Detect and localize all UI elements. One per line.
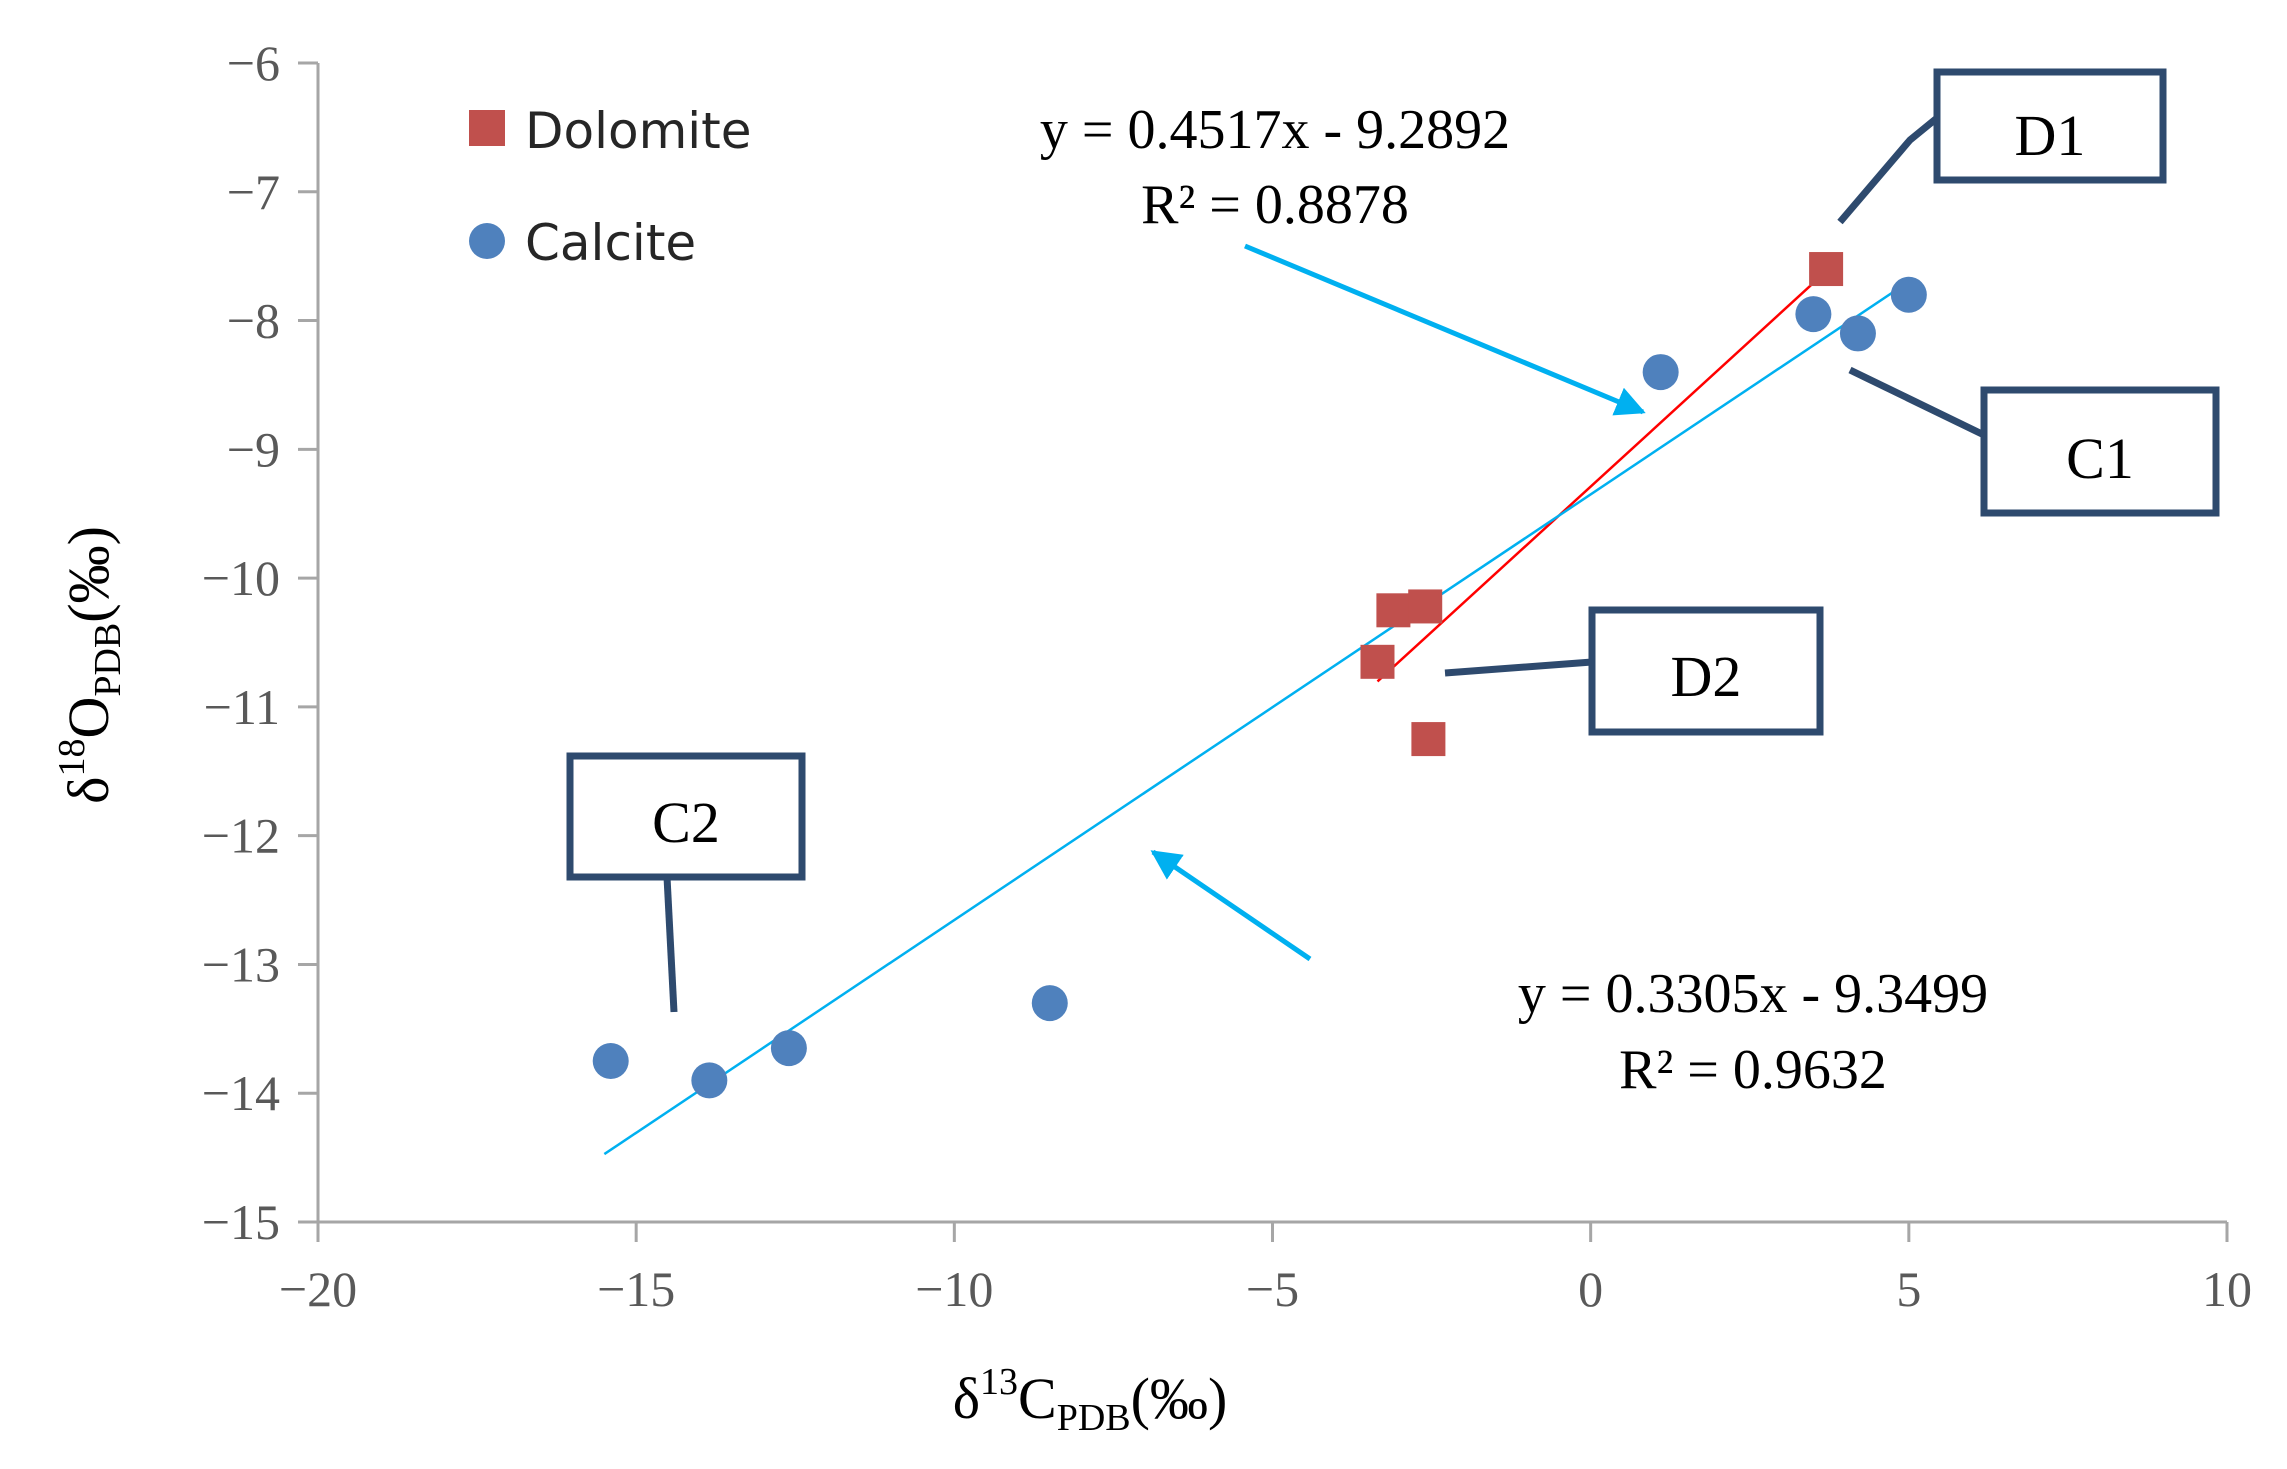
dolomite-equation: y = 0.4517x - 9.2892 R² = 0.8878 <box>1040 99 1510 236</box>
callout-d1: D1 <box>1837 68 2167 225</box>
point-calcite <box>1839 315 1876 352</box>
callout-d2: D2 <box>1444 606 1824 736</box>
trendline-dolomite <box>1376 270 1827 683</box>
point-calcite <box>691 1062 728 1099</box>
y-tick-label: −7 <box>227 164 280 220</box>
dolomite-equation-text: y = 0.4517x - 9.2892 <box>1040 99 1510 161</box>
callout-d2-label: D2 <box>1671 644 1742 709</box>
axes: −15 −14 −13 −12 −11 −10 −9 −8 −7 −6 −20 −15 −10 −5 0 5 1… <box>202 35 2252 1317</box>
callout-c1-box <box>1980 386 2220 517</box>
x-tick-label: −15 <box>597 1261 675 1317</box>
x-axis-title: δ13CPDB(‰) <box>953 1361 1228 1439</box>
calcite-equation-text: y = 0.3305x - 9.3499 <box>1518 963 1988 1025</box>
y-tick-label: −11 <box>204 679 280 735</box>
legend: Dolomite Calcite <box>469 102 752 272</box>
callout-d1-label: D1 <box>2015 103 2086 168</box>
point-dolomite <box>1408 589 1443 624</box>
x-tick-label: −20 <box>279 1261 357 1317</box>
trendlines <box>603 270 1910 1156</box>
y-tick-label: −6 <box>227 35 280 91</box>
callout-c2-box <box>566 752 806 881</box>
callout-c1: C1 <box>1848 366 2220 517</box>
y-tick-label: −13 <box>202 936 280 992</box>
point-calcite <box>592 1043 629 1080</box>
calcite-r2-text: R² = 0.9632 <box>1619 1039 1887 1101</box>
trendline-calcite <box>603 280 1910 1156</box>
x-tick-label: 10 <box>2202 1261 2252 1317</box>
x-tick-label: −10 <box>915 1261 993 1317</box>
dolomite-r2-text: R² = 0.8878 <box>1141 174 1409 236</box>
point-calcite <box>770 1030 807 1067</box>
legend-marker-calcite <box>469 223 505 259</box>
calcite-equation-arrow <box>1150 849 1312 962</box>
point-dolomite <box>1360 644 1395 679</box>
callout-c2-leader <box>663 876 678 1013</box>
y-tick-label: −9 <box>227 421 280 477</box>
point-calcite <box>1642 354 1679 391</box>
y-tick-label: −12 <box>202 808 280 864</box>
callout-c1-leader <box>1848 366 1986 439</box>
callout-d1-box <box>1933 68 2167 184</box>
point-calcite <box>1890 276 1927 313</box>
y-axis-title: δ18OPDB(‰) <box>51 526 129 804</box>
y-tick-label: −10 <box>202 550 280 606</box>
calcite-equation: y = 0.3305x - 9.3499 R² = 0.9632 <box>1518 963 1988 1101</box>
callout-c2-label: C2 <box>652 790 720 855</box>
point-calcite <box>1031 985 1068 1022</box>
dolomite-equation-arrow <box>1244 243 1646 416</box>
point-calcite <box>1795 296 1832 333</box>
x-tick-label: −5 <box>1246 1261 1299 1317</box>
legend-label-dolomite: Dolomite <box>525 102 752 160</box>
callout-d2-leader <box>1444 658 1593 677</box>
legend-marker-dolomite <box>469 110 505 146</box>
callout-d1-leader <box>1837 115 1940 225</box>
callout-c1-label: C1 <box>2066 426 2134 491</box>
y-tick-label: −8 <box>227 293 280 349</box>
callout-c2: C2 <box>566 752 806 1013</box>
y-tick-label: −14 <box>202 1065 280 1121</box>
legend-label-calcite: Calcite <box>525 214 696 272</box>
point-dolomite <box>1809 252 1844 287</box>
x-tick-label: 0 <box>1578 1261 1603 1317</box>
y-tick-label: −15 <box>202 1194 280 1250</box>
data-points <box>592 252 1927 1099</box>
x-tick-label: 5 <box>1896 1261 1921 1317</box>
point-dolomite <box>1411 722 1446 757</box>
point-dolomite <box>1376 593 1411 628</box>
callout-d2-box <box>1588 606 1824 736</box>
